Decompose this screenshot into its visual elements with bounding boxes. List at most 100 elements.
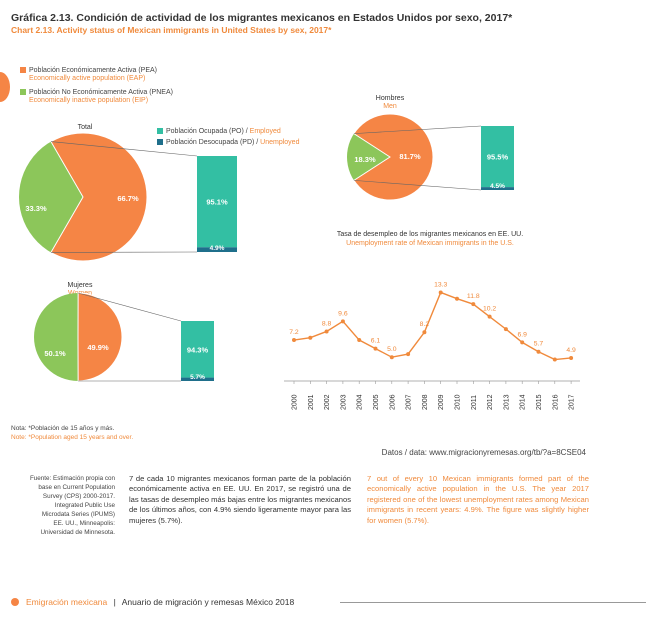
pie-men-title-es: Hombres [375,95,405,102]
legend-pea-en: Economically active population (EAP) [29,75,146,82]
line-point [438,290,443,295]
chart-title-en: Chart 2.13. Activity status of Mexican i… [11,25,332,35]
pie-men-bar-pd [481,187,514,190]
pie-men-label-pea: 81.7% [399,152,421,161]
legend-swatch-green [20,89,26,96]
line-point [503,327,508,332]
line-point [373,346,378,351]
pie-men-label-pnea: 18.3% [354,155,376,164]
x-tick-label: 2007 [406,394,413,410]
line-series [293,291,572,361]
x-tick-label: 2006 [389,394,396,410]
pie-men-connector-bottom [353,180,482,191]
note-en: Note: *Population aged 15 years and over… [11,434,134,441]
x-tick-label: 2014 [520,394,527,410]
x-tick-label: 2005 [373,394,380,410]
legend-swatch-navy [157,139,163,146]
pie-men-label-pd: 4.5% [490,183,505,190]
source-line: Universidad de Minnesota. [40,529,115,536]
line-data-label: 13.3 [434,281,447,288]
pie-men-bar-po [481,126,514,188]
line-data-label: 7.2 [289,329,299,336]
pie-total-bar-pd [197,247,237,252]
x-tick-label: 2016 [552,394,559,410]
pie-total-label-pnea: 33.3% [25,204,47,213]
source-line: Fuente: Estimación propia con [29,475,115,482]
legend-pd-es: Población Desocupada (PD) / [166,139,261,146]
pie-women-label-pnea: 50.1% [44,349,66,358]
footer-book: Anuario de migración y remesas México 20… [121,597,295,607]
footer-rule [340,602,646,603]
pie-total-bar-po [197,156,237,248]
line-point [569,355,574,360]
footer-section: Emigración mexicana [26,597,108,607]
line-data-label: 5.0 [387,346,397,353]
source-line: base en Current Population [38,484,115,491]
legend-pnea: Población No Económicamente Activa (PNEA… [20,89,173,105]
legend-pea: Población Económicamente Activa (PEA) Ec… [20,67,157,83]
legend-po-en: Employed [249,128,281,135]
pie-women-bar-po [181,321,214,378]
x-tick-label: 2003 [340,394,347,410]
line-point [389,355,394,360]
source-line: Microdata Series (IPUMS) [41,511,115,518]
legend-pd-en: Unemployed [260,139,300,146]
line-point [471,302,476,307]
pie-men-connector-top [353,125,482,134]
legend-pnea-es: Población No Económicamente Activa (PNEA… [29,89,173,96]
charts-svg: 66.7% 33.3% 95.1% 4.9% 81.7% 18.3% 95.5% 4.5% 49… [19,113,580,410]
source-line: EE. UU., Minneapolis: [53,520,115,527]
line-point [422,330,427,335]
legend-swatch-orange [20,67,26,74]
source-line: Survey (CPS) 2000-2017. [42,493,115,500]
x-tick-label: 2011 [471,395,478,410]
x-tick-label: 2015 [536,394,543,410]
x-tick-label: 2009 [438,394,445,410]
line-chart-title: Tasa de desempleo de los migrantes mexic… [300,230,560,248]
x-tick-label: 2012 [487,394,494,410]
pie-total-label-po: 95.1% [206,198,228,207]
line-data-label: 6.9 [517,331,527,338]
pie-women-label-pea: 49.9% [87,343,109,352]
line-chart-title-es: Tasa de desempleo de los migrantes mexic… [336,231,524,238]
line-point [357,338,362,343]
footer-separator: | [113,597,116,607]
notes: Nota: *Población de 15 años y más. Note:… [11,424,133,442]
line-data-label: 8.2 [420,321,430,328]
line-data-label: 8.8 [322,320,332,327]
legend-pd: Población Desocupada (PD) / Unemployed [157,139,299,147]
line-data-label: 11.8 [467,293,480,300]
pie-men-title: Hombres Men [360,95,420,111]
pie-men-title-en: Men [383,103,397,110]
line-point [340,319,345,324]
x-tick-label: 2008 [422,394,429,410]
edge-marker [0,72,10,102]
x-tick-label: 2001 [308,394,315,410]
legend-po-es: Población Ocupada (PO) / [166,128,250,135]
footer-dot [11,598,19,606]
pie-women-bar-pd [181,377,214,381]
legend-swatch-teal [157,128,163,135]
legend-po: Población Ocupada (PO) / Employed [157,128,281,136]
data-source-url: Datos / data: www.migracionyremesas.org/… [381,448,586,457]
source-block: Fuente: Estimación propia con base en Cur… [11,474,115,537]
pie-women-connector-top [78,292,182,322]
line-point [487,314,492,319]
note-es: Nota: *Población de 15 años y más. [11,425,115,432]
x-tick-label: 2013 [503,394,510,410]
line-point [308,335,313,340]
source-line: Integrated Public Use [54,502,115,509]
pie-women-title-es: Mujeres [67,282,93,289]
legend-pea-es: Población Económicamente Activa (PEA) [29,67,158,74]
pie-women-slice-pea [77,292,123,382]
line-data-label: 5.7 [534,341,544,348]
line-data-label: 4.9 [566,347,576,354]
pie-total-label-pea: 66.7% [117,194,139,203]
line-point [324,329,329,334]
line-point [455,296,459,301]
pie-men-label-po: 95.5% [487,153,509,162]
x-tick-label: 2004 [357,394,364,410]
legend-pnea-en: Economically inactive population (EIP) [29,97,149,104]
pie-total-slice-pea [50,132,148,262]
pie-total-label-pd: 4.9% [210,245,225,252]
